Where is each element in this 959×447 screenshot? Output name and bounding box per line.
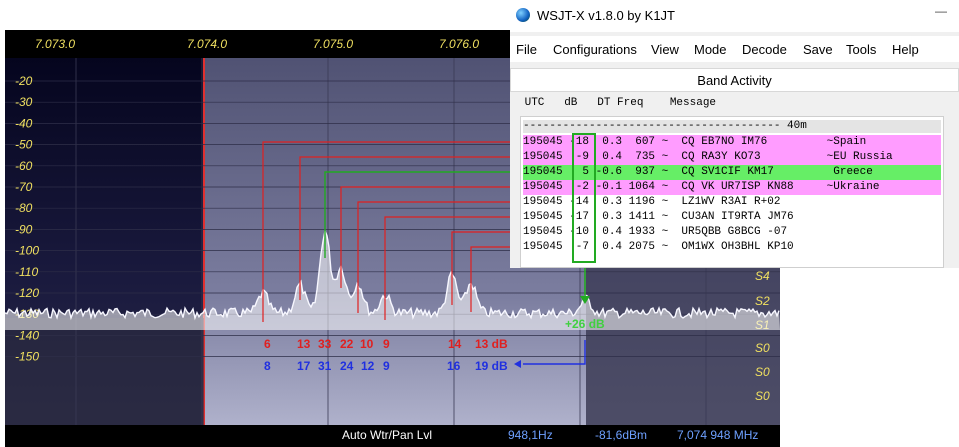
s-meter-label: S0 xyxy=(755,365,770,379)
db-label: -50 xyxy=(15,138,33,152)
annotation-snr-blue: 8 xyxy=(264,359,271,373)
wsjtx-window: WSJT-X v1.8.0 by K1JT — File Configurati… xyxy=(510,0,959,268)
cursor-audio-freq: 948,1Hz xyxy=(508,428,553,442)
menu-configurations[interactable]: Configurations xyxy=(553,42,637,57)
db-label: -60 xyxy=(15,159,33,173)
annotation-snr-green: +26 dB xyxy=(565,317,605,331)
annotation-snr-blue: 9 xyxy=(383,359,390,373)
decode-row[interactable]: 195045 5 -0.6 937 ~ CQ SV1CIF KM17 Greec… xyxy=(523,165,941,180)
menu-bar: File Configurations View Mode Decode Sav… xyxy=(510,36,959,62)
green-arrow-head xyxy=(580,296,590,304)
decode-connector-line xyxy=(262,141,520,322)
band-separator: --------------------------------------- … xyxy=(523,120,941,133)
db-label: -140 xyxy=(15,328,39,342)
highlight-connector-line xyxy=(324,171,520,258)
annotation-snr-red: 13 dB xyxy=(475,337,508,351)
annotation-snr-red: 6 xyxy=(264,337,271,351)
band-activity-title: Band Activity xyxy=(510,68,959,92)
db-column-highlight xyxy=(572,133,596,263)
blue-arrow-line xyxy=(523,340,586,365)
annotation-snr-blue: 19 dB xyxy=(475,359,508,373)
decode-row[interactable]: 195045 -7 0.4 2075 ~ OM1WX OH3BHL KP10 xyxy=(523,240,941,255)
menu-tools[interactable]: Tools xyxy=(846,42,877,57)
cursor-level: -81,6dBm xyxy=(595,428,648,442)
db-label: -150 xyxy=(15,350,39,364)
menu-mode[interactable]: Mode xyxy=(694,42,727,57)
s-meter-label: S4 xyxy=(755,269,770,283)
window-title: WSJT-X v1.8.0 by K1JT xyxy=(537,8,675,23)
menu-file[interactable]: File xyxy=(516,42,537,57)
annotation-snr-blue: 17 xyxy=(297,359,311,373)
decode-row[interactable]: 195045 -17 0.3 1411 ~ CU3AN IT9RTA JM76 xyxy=(523,210,941,225)
decode-row[interactable]: 195045 -14 0.3 1196 ~ LZ1WV R3AI R+02 xyxy=(523,195,941,210)
freq-label: 7.074.0 xyxy=(187,37,227,51)
annotation-snr-blue: 24 xyxy=(340,359,354,373)
menu-decode[interactable]: Decode xyxy=(742,42,787,57)
decode-row[interactable]: 195045 -9 0.4 735 ~ CQ RA3Y KO73 ~EU Rus… xyxy=(523,150,941,165)
annotation-snr-red: 14 xyxy=(448,337,462,351)
waterfall-level-mode[interactable]: Auto Wtr/Pan Lvl xyxy=(342,428,433,442)
annotation-snr-blue: 31 xyxy=(318,359,332,373)
annotation-snr-red: 10 xyxy=(360,337,374,351)
title-bar[interactable]: WSJT-X v1.8.0 by K1JT — xyxy=(510,0,959,32)
decode-connector-line xyxy=(299,156,520,300)
db-label: -30 xyxy=(15,95,33,109)
db-label: -20 xyxy=(15,74,33,88)
annotation-snr-blue: 12 xyxy=(361,359,375,373)
db-label: -120 xyxy=(15,286,39,300)
decode-list[interactable]: --------------------------------------- … xyxy=(520,116,944,268)
db-label: -90 xyxy=(15,222,33,236)
status-bar: Auto Wtr/Pan Lvl 948,1Hz -81,6dBm 7,074 … xyxy=(5,425,780,447)
menu-view[interactable]: View xyxy=(651,42,679,57)
freq-label: 7.075.0 xyxy=(313,37,353,51)
annotation-snr-red: 13 xyxy=(297,337,311,351)
menu-help[interactable]: Help xyxy=(892,42,919,57)
s-meter-label: S2 xyxy=(755,294,770,308)
freq-label: 7.073.0 xyxy=(35,37,75,51)
freq-label: 7.076.0 xyxy=(439,37,479,51)
decode-connector-line xyxy=(451,231,520,305)
db-label: -80 xyxy=(15,201,33,215)
s-meter-label: S0 xyxy=(755,341,770,355)
annotation-snr-blue: 16 xyxy=(447,359,461,373)
db-label: -100 xyxy=(15,244,39,258)
decode-row[interactable]: 195045 -10 0.4 1933 ~ UR5QBB G8BCG -07 xyxy=(523,225,941,240)
menu-save[interactable]: Save xyxy=(803,42,833,57)
cursor-rf-freq: 7,074 948 MHz xyxy=(677,428,759,442)
annotation-snr-red: 33 xyxy=(318,337,332,351)
s-meter-label: S0 xyxy=(755,389,770,403)
decode-connector-line xyxy=(470,246,520,312)
decode-connector-line xyxy=(357,201,520,313)
minimize-icon[interactable]: — xyxy=(935,4,947,18)
blue-arrow-head xyxy=(514,360,521,368)
db-label: -40 xyxy=(15,116,33,130)
db-label: -110 xyxy=(15,265,38,279)
db-label: -70 xyxy=(15,180,33,194)
column-headers: UTC dB DT Freq Message xyxy=(518,97,717,109)
app-globe-icon xyxy=(516,8,530,22)
annotation-snr-red: 22 xyxy=(340,337,354,351)
decode-connector-line xyxy=(340,186,520,288)
decode-connector-line xyxy=(384,216,520,320)
annotation-snr-red: 9 xyxy=(383,337,390,351)
decode-row[interactable]: 195045 -2 -0.1 1064 ~ CQ VK UR7ISP KN88 … xyxy=(523,180,941,195)
decode-row[interactable]: 195045 -18 0.3 607 ~ CQ EB7NO IM76 ~Spai… xyxy=(523,135,941,150)
